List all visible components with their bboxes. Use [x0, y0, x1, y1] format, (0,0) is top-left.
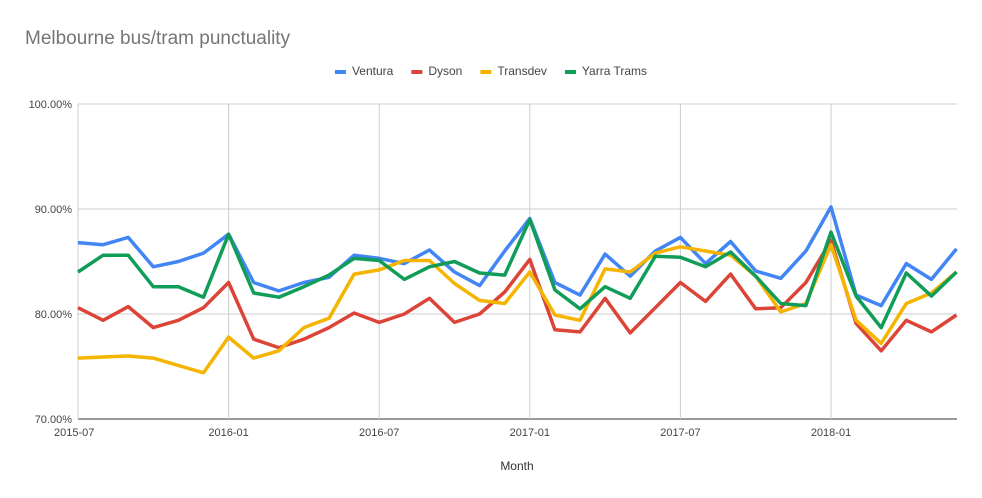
- legend-item-yarra-trams: Yarra Trams: [564, 64, 647, 78]
- legend-swatch: [411, 70, 423, 74]
- y-tick-label: 80.00%: [35, 309, 73, 321]
- series-group: [77, 205, 958, 375]
- x-axis: 2015-07 2016-01 2016-07 2017-01 2017-07 2018-…: [54, 427, 851, 439]
- x-tick-label: 2016-07: [359, 427, 399, 439]
- legend-label: Transdev: [497, 64, 547, 78]
- series-line-dyson: [77, 238, 958, 353]
- legend-item-transdev: Transdev: [480, 64, 547, 78]
- y-axis: 70.00% 80.00% 90.00% 100.00%: [29, 99, 73, 426]
- legend-item-ventura: Ventura: [334, 64, 394, 78]
- legend-label: Yarra Trams: [582, 64, 647, 78]
- series-line-ventura: [77, 205, 958, 308]
- legend-swatch: [334, 70, 346, 74]
- legend-label: Ventura: [352, 64, 394, 78]
- chart-title: Melbourne bus/tram punctuality: [25, 28, 291, 49]
- grid: [77, 103, 957, 420]
- y-tick-label: 100.00%: [29, 99, 73, 111]
- x-tick-label: 2017-01: [510, 427, 550, 439]
- legend-swatch: [564, 70, 576, 74]
- series-line-transdev: [77, 242, 958, 375]
- legend-swatch: [480, 70, 492, 74]
- y-tick-label: 70.00%: [35, 414, 73, 426]
- legend: Ventura Dyson Transdev Yarra Trams: [334, 64, 647, 78]
- legend-item-dyson: Dyson: [411, 64, 462, 78]
- y-tick-label: 90.00%: [35, 204, 73, 216]
- x-tick-label: 2017-07: [660, 427, 700, 439]
- x-tick-label: 2016-01: [208, 427, 248, 439]
- x-tick-label: 2015-07: [54, 427, 94, 439]
- x-tick-label: 2018-01: [811, 427, 851, 439]
- x-axis-title: Month: [500, 459, 533, 473]
- legend-label: Dyson: [428, 64, 462, 78]
- series-line-yarra-trams: [77, 217, 958, 330]
